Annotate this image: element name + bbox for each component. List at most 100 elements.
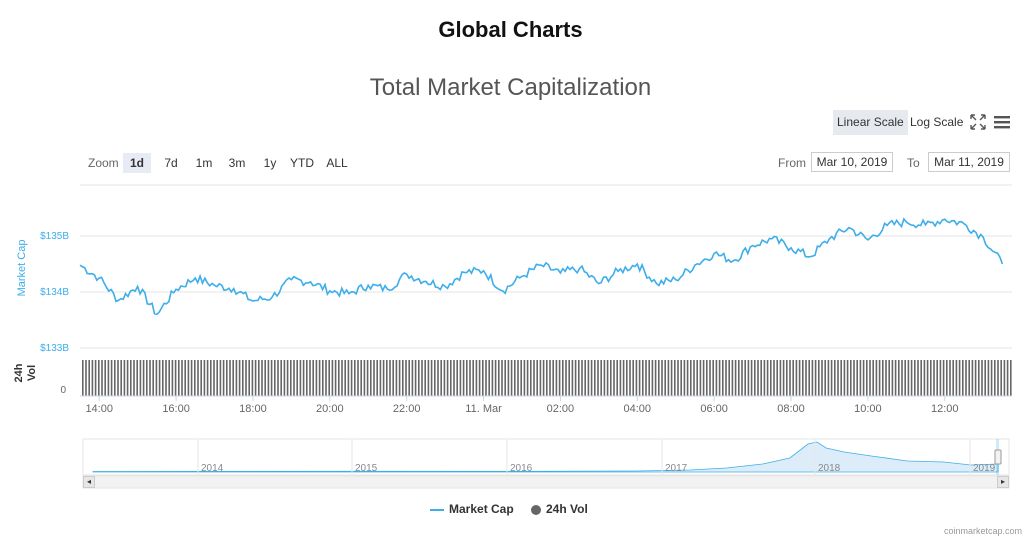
y-tick-label: $133B: [40, 343, 69, 354]
volume-bar: [258, 360, 260, 396]
volume-bar: [978, 360, 980, 396]
volume-bar: [709, 360, 711, 396]
volume-bar: [949, 360, 951, 396]
volume-bar: [427, 360, 430, 396]
navigator-handle[interactable]: [994, 449, 1002, 465]
volume-bar: [443, 360, 446, 396]
volume-bar: [766, 360, 769, 396]
volume-bar: [674, 360, 676, 396]
volume-bar: [754, 360, 756, 396]
log-scale-button[interactable]: Log Scale: [910, 115, 964, 129]
navigator-year-label: 2018: [818, 463, 841, 474]
volume-bar: [184, 360, 186, 396]
navigator-year-label: 2015: [355, 463, 378, 474]
volume-bar: [235, 360, 238, 396]
navigator-selection[interactable]: [996, 439, 999, 475]
volume-bar: [510, 360, 513, 396]
volume-bar: [910, 360, 913, 396]
volume-bar: [462, 360, 465, 396]
volume-bar: [347, 360, 350, 396]
from-date-input[interactable]: [811, 152, 893, 172]
volume-bar: [389, 360, 391, 396]
volume-bar: [562, 360, 564, 396]
volume-bar: [411, 360, 414, 396]
volume-bar: [690, 360, 692, 396]
volume-bar: [494, 360, 497, 396]
volume-bar: [114, 360, 116, 396]
volume-bar: [939, 360, 942, 396]
credit-link[interactable]: coinmarketcap.com: [943, 526, 1022, 536]
volume-bar: [187, 360, 190, 396]
volume-bar: [779, 360, 782, 396]
volume-bar: [965, 360, 967, 396]
volume-bar: [763, 360, 766, 396]
volume-bar: [603, 360, 606, 396]
to-date-input[interactable]: [928, 152, 1010, 172]
volume-bar: [555, 360, 558, 396]
volume-bar: [379, 360, 382, 396]
zoom-1d-button[interactable]: 1d: [123, 153, 151, 173]
volume-bar: [178, 360, 180, 396]
page-heading: Global Charts: [438, 17, 583, 42]
volume-zero-tick: 0: [60, 385, 66, 396]
navigator-year-label: 2016: [510, 463, 533, 474]
volume-bar: [517, 360, 519, 396]
zoom-all-button[interactable]: ALL: [326, 156, 348, 170]
volume-bar: [299, 360, 302, 396]
volume-bar: [376, 360, 378, 396]
zoom-1y-button[interactable]: 1y: [263, 156, 277, 170]
volume-bar: [398, 360, 401, 396]
volume-bar: [168, 360, 170, 396]
volume-bar: [107, 360, 110, 396]
volume-bar: [322, 360, 324, 396]
volume-bar: [789, 360, 791, 396]
x-tick-label: 14:00: [85, 403, 113, 415]
navigator-scrollbar[interactable]: [82, 475, 1010, 489]
from-label: From: [778, 156, 806, 170]
volume-bar: [661, 360, 663, 396]
zoom-ytd-button[interactable]: YTD: [290, 156, 314, 170]
zoom-3m-button[interactable]: 3m: [228, 156, 246, 170]
volume-bar: [590, 360, 593, 396]
legend-market-cap[interactable]: Market Cap: [430, 502, 514, 516]
volume-bar: [277, 360, 279, 396]
volume-bar: [146, 360, 148, 396]
volume-bar: [418, 360, 420, 396]
volume-bar: [734, 360, 737, 396]
legend-24h-vol[interactable]: 24h Vol: [531, 502, 588, 516]
volume-bar: [408, 360, 410, 396]
volume-bar: [123, 360, 126, 396]
x-tick-label: 04:00: [624, 403, 652, 415]
volume-bar: [626, 360, 628, 396]
volume-bar: [702, 360, 705, 396]
volume-bar: [827, 360, 830, 396]
volume-bar: [629, 360, 631, 396]
volume-bar: [117, 360, 119, 396]
scroll-right-icon[interactable]: ▸: [997, 476, 1009, 488]
hamburger-menu-icon[interactable]: [992, 112, 1012, 132]
volume-bar: [222, 360, 225, 396]
volume-bar: [686, 360, 689, 396]
volume-bar: [539, 360, 542, 396]
volume-bar: [914, 360, 916, 396]
volume-bar: [450, 360, 452, 396]
volume-bar: [917, 360, 919, 396]
volume-bar: [933, 360, 935, 396]
volume-bar: [558, 360, 561, 396]
navigator[interactable]: 2014 2015 2016 2017 2018 2019: [82, 438, 1010, 489]
volume-bar: [805, 360, 807, 396]
volume-bar: [955, 360, 958, 396]
scroll-left-icon[interactable]: ◂: [83, 476, 95, 488]
volume-bar: [1000, 360, 1002, 396]
navigator-area: [92, 441, 999, 473]
volume-bar: [981, 360, 983, 396]
volume-bar: [962, 360, 964, 396]
zoom-1m-button[interactable]: 1m: [195, 156, 213, 170]
volume-bar: [718, 360, 721, 396]
volume-bar: [152, 360, 154, 396]
fullscreen-icon[interactable]: [968, 112, 988, 132]
volume-bar: [120, 360, 122, 396]
linear-scale-button[interactable]: Linear Scale: [833, 110, 908, 135]
zoom-7d-button[interactable]: 7d: [164, 156, 178, 170]
volume-bar: [136, 360, 138, 396]
